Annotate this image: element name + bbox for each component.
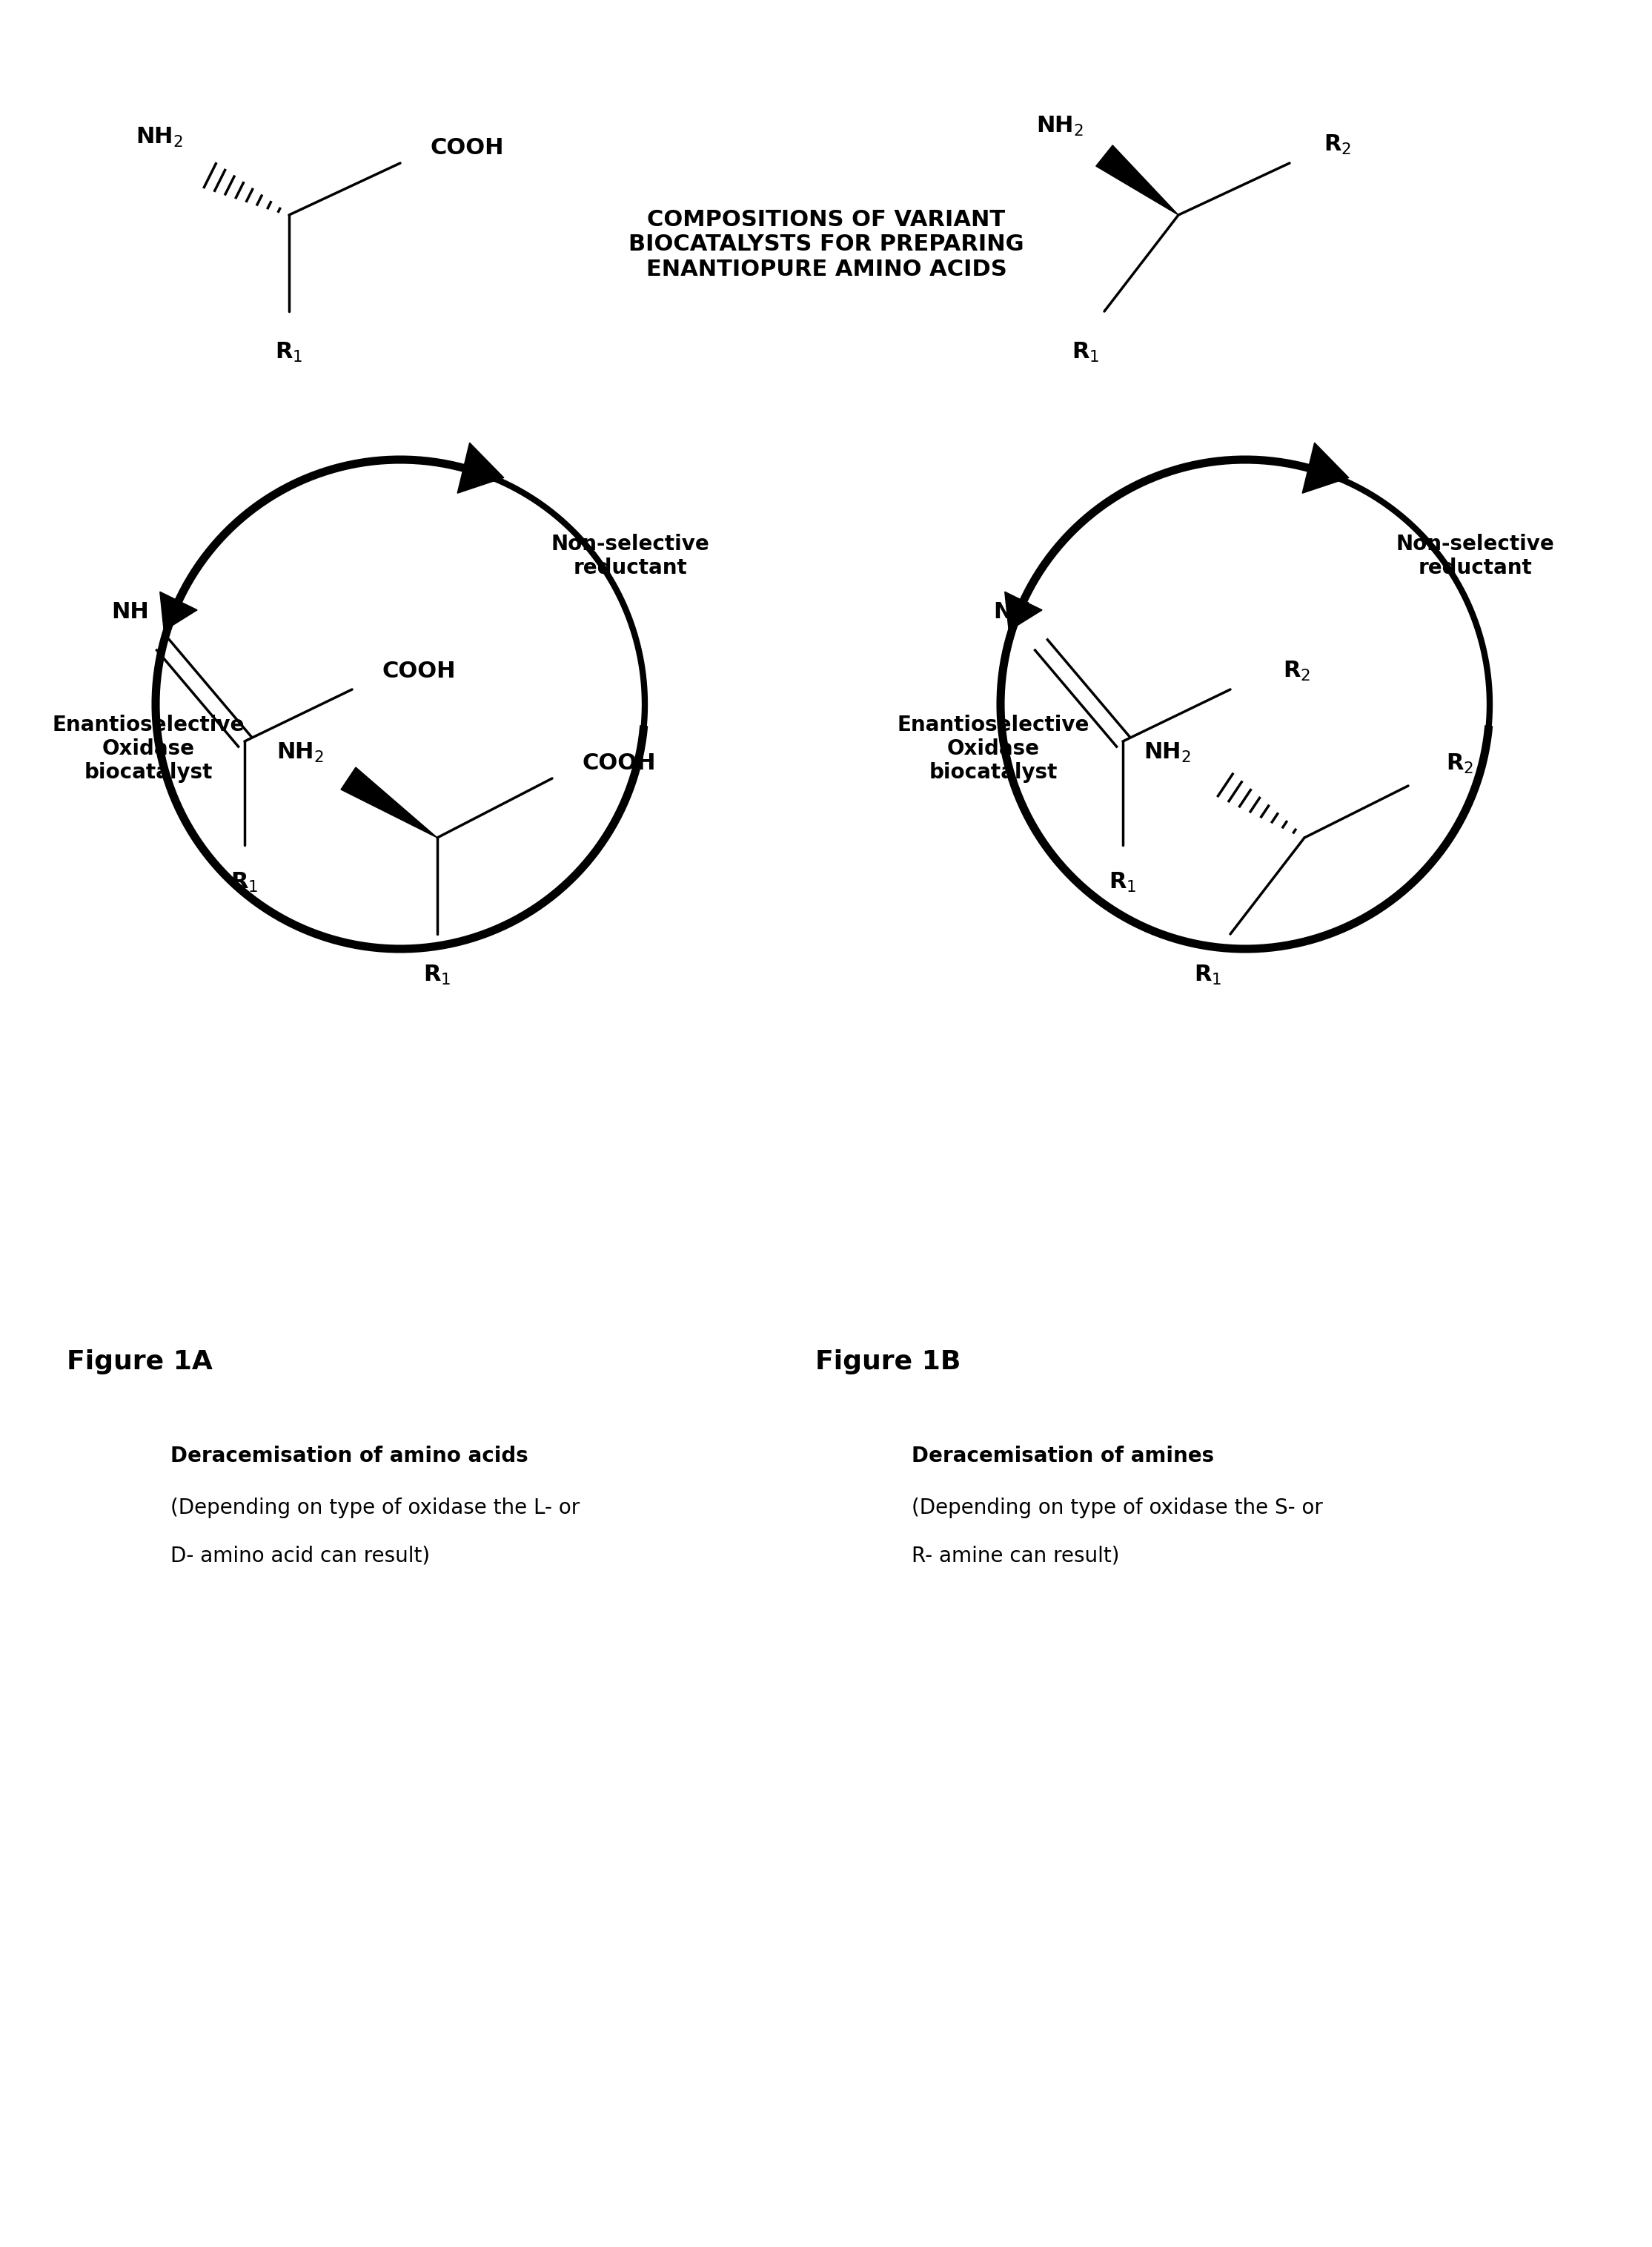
Text: Deracemisation of amino acids: Deracemisation of amino acids xyxy=(170,1445,529,1467)
Text: R$_2$: R$_2$ xyxy=(1323,133,1351,155)
Text: R$_2$: R$_2$ xyxy=(1446,753,1474,775)
Text: NH$_2$: NH$_2$ xyxy=(135,126,183,148)
Text: COMPOSITIONS OF VARIANT
BIOCATALYSTS FOR PREPARING
ENANTIOPURE AMINO ACIDS: COMPOSITIONS OF VARIANT BIOCATALYSTS FOR… xyxy=(629,209,1024,281)
Text: COOH: COOH xyxy=(582,753,656,775)
Text: R- amine can result): R- amine can result) xyxy=(912,1546,1120,1566)
Text: R$_1$: R$_1$ xyxy=(1072,342,1100,364)
Text: R$_1$: R$_1$ xyxy=(423,964,451,986)
Text: R$_1$: R$_1$ xyxy=(1108,870,1137,894)
Text: D- amino acid can result): D- amino acid can result) xyxy=(170,1546,430,1566)
Text: (Depending on type of oxidase the L- or: (Depending on type of oxidase the L- or xyxy=(170,1497,580,1519)
Text: R$_1$: R$_1$ xyxy=(1194,964,1222,986)
Text: NH$_2$: NH$_2$ xyxy=(1036,115,1084,137)
Polygon shape xyxy=(1095,146,1178,216)
Text: NH$_2$: NH$_2$ xyxy=(276,742,324,764)
Text: NH: NH xyxy=(993,600,1031,622)
Text: NH$_2$: NH$_2$ xyxy=(1143,742,1191,764)
Text: R$_2$: R$_2$ xyxy=(1284,658,1310,683)
Polygon shape xyxy=(340,766,438,838)
Text: COOH: COOH xyxy=(382,661,456,681)
Text: Figure 1A: Figure 1A xyxy=(66,1348,213,1375)
Text: Figure 1B: Figure 1B xyxy=(814,1348,961,1375)
Text: Enantioselective
Oxidase
biocatalyst: Enantioselective Oxidase biocatalyst xyxy=(53,715,244,784)
Text: R$_1$: R$_1$ xyxy=(276,342,302,364)
Polygon shape xyxy=(160,591,197,631)
Text: Deracemisation of amines: Deracemisation of amines xyxy=(912,1445,1214,1467)
Text: NH: NH xyxy=(111,600,149,622)
Polygon shape xyxy=(1004,591,1042,631)
Text: (Depending on type of oxidase the S- or: (Depending on type of oxidase the S- or xyxy=(912,1497,1323,1519)
Text: Non-selective
reductant: Non-selective reductant xyxy=(1396,533,1555,577)
Text: Enantioselective
Oxidase
biocatalyst: Enantioselective Oxidase biocatalyst xyxy=(897,715,1089,784)
Polygon shape xyxy=(458,443,504,492)
Text: Non-selective
reductant: Non-selective reductant xyxy=(550,533,709,577)
Polygon shape xyxy=(1302,443,1348,492)
Text: R$_1$: R$_1$ xyxy=(231,870,258,894)
Text: COOH: COOH xyxy=(430,137,504,160)
